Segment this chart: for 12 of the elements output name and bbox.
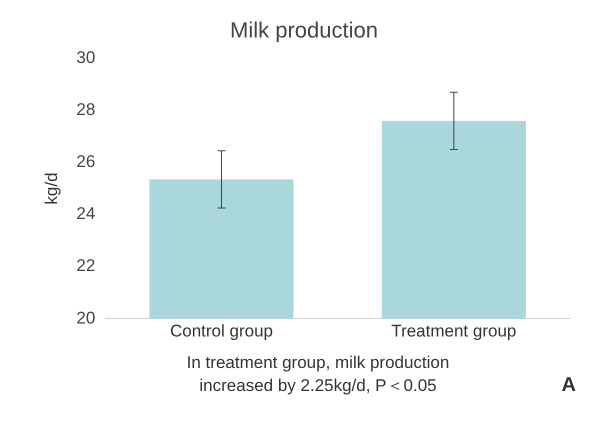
y-tick-label: 22 [76, 256, 96, 276]
chart-title: Milk production [230, 17, 378, 42]
x-tick-label: Control group [170, 321, 273, 340]
text: A [562, 374, 576, 396]
y-tick-label: 30 [76, 48, 96, 68]
y-tick-label: 28 [76, 100, 96, 120]
y-tick-label: 24 [76, 204, 96, 224]
y-tick-label: 26 [76, 152, 96, 172]
y-axis-title: kg/d [42, 172, 61, 205]
text: In treatment group, milk production increased by 2.25kg/d, P＜0.05 [186, 353, 450, 395]
y-tick-label: 20 [76, 308, 96, 328]
x-tick-label: Treatment group [391, 321, 516, 340]
